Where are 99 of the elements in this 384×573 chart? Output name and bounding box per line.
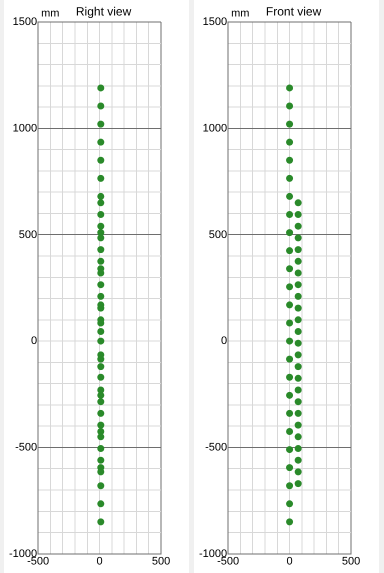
y-axis-title: mm — [41, 8, 60, 20]
point — [286, 102, 294, 110]
point — [286, 211, 294, 218]
y-axis-title: mm — [231, 8, 250, 20]
y-tick-label: 1500 — [12, 16, 38, 28]
point — [294, 281, 302, 288]
point — [97, 356, 104, 363]
point — [294, 433, 302, 440]
point — [97, 246, 104, 254]
point — [286, 265, 294, 272]
point — [286, 338, 294, 345]
point — [97, 445, 104, 452]
point — [286, 283, 294, 290]
point — [294, 328, 302, 336]
point — [294, 292, 302, 300]
point — [294, 398, 302, 406]
point — [286, 392, 294, 399]
point — [97, 222, 104, 230]
point — [294, 386, 302, 394]
point — [97, 102, 104, 110]
point — [97, 392, 104, 399]
point — [286, 410, 294, 417]
point — [286, 518, 294, 526]
point — [97, 482, 104, 490]
point — [97, 174, 104, 182]
point — [286, 247, 294, 254]
y-tick-label: 1000 — [202, 122, 228, 134]
y-tick-label: 500 — [208, 228, 228, 241]
point — [97, 199, 104, 206]
y-tick-label: 500 — [18, 228, 38, 241]
point — [286, 374, 294, 381]
point — [294, 456, 302, 464]
point — [294, 374, 302, 382]
point — [286, 301, 294, 308]
point — [286, 482, 294, 490]
point — [286, 156, 294, 164]
point — [286, 500, 294, 508]
point — [294, 351, 302, 358]
point — [97, 138, 104, 146]
point — [294, 316, 302, 324]
chart-title: Front view — [266, 4, 322, 18]
point — [97, 328, 104, 336]
y-tick-label: 0 — [221, 335, 228, 348]
point — [286, 174, 294, 182]
point — [286, 356, 294, 363]
point — [294, 363, 302, 370]
x-tick-label: 500 — [152, 555, 170, 568]
point — [294, 234, 302, 242]
point — [97, 363, 104, 370]
point — [286, 320, 294, 326]
point — [97, 292, 104, 300]
point — [286, 192, 294, 200]
point — [294, 222, 302, 230]
point — [294, 480, 302, 488]
point — [97, 422, 104, 429]
point — [286, 84, 294, 92]
point — [286, 446, 294, 454]
x-tick-label: 0 — [286, 555, 293, 568]
chart-title: Right view — [76, 4, 132, 18]
point — [97, 398, 104, 406]
y-tick-label: 1500 — [202, 16, 228, 28]
x-tick-label: 500 — [342, 555, 360, 568]
point — [97, 500, 104, 508]
point — [97, 192, 104, 200]
point — [97, 281, 104, 288]
y-tick-label: -500 — [15, 441, 38, 454]
point — [294, 445, 302, 452]
point — [97, 410, 104, 417]
point — [294, 258, 302, 265]
point — [294, 246, 302, 254]
y-tick-label: 0 — [31, 335, 38, 348]
point — [286, 428, 294, 435]
point — [286, 138, 294, 146]
point — [97, 456, 104, 464]
point — [97, 84, 104, 92]
point — [97, 211, 104, 218]
point — [97, 433, 104, 440]
point — [294, 422, 302, 429]
point — [294, 304, 302, 312]
point — [294, 270, 302, 277]
point — [97, 270, 104, 277]
point — [97, 234, 104, 242]
point — [286, 229, 294, 236]
y-tick-label: -500 — [205, 441, 228, 454]
point — [294, 340, 302, 347]
point — [294, 410, 302, 417]
point — [294, 211, 302, 218]
point — [286, 120, 294, 128]
point — [294, 199, 302, 206]
point — [294, 468, 302, 476]
point — [97, 518, 104, 526]
point — [286, 464, 294, 472]
point — [97, 156, 104, 164]
x-tick-label: 0 — [96, 555, 103, 568]
y-tick-label: 1000 — [12, 122, 38, 134]
point — [97, 374, 104, 381]
point — [97, 120, 104, 128]
point — [97, 258, 104, 265]
point — [97, 338, 104, 345]
